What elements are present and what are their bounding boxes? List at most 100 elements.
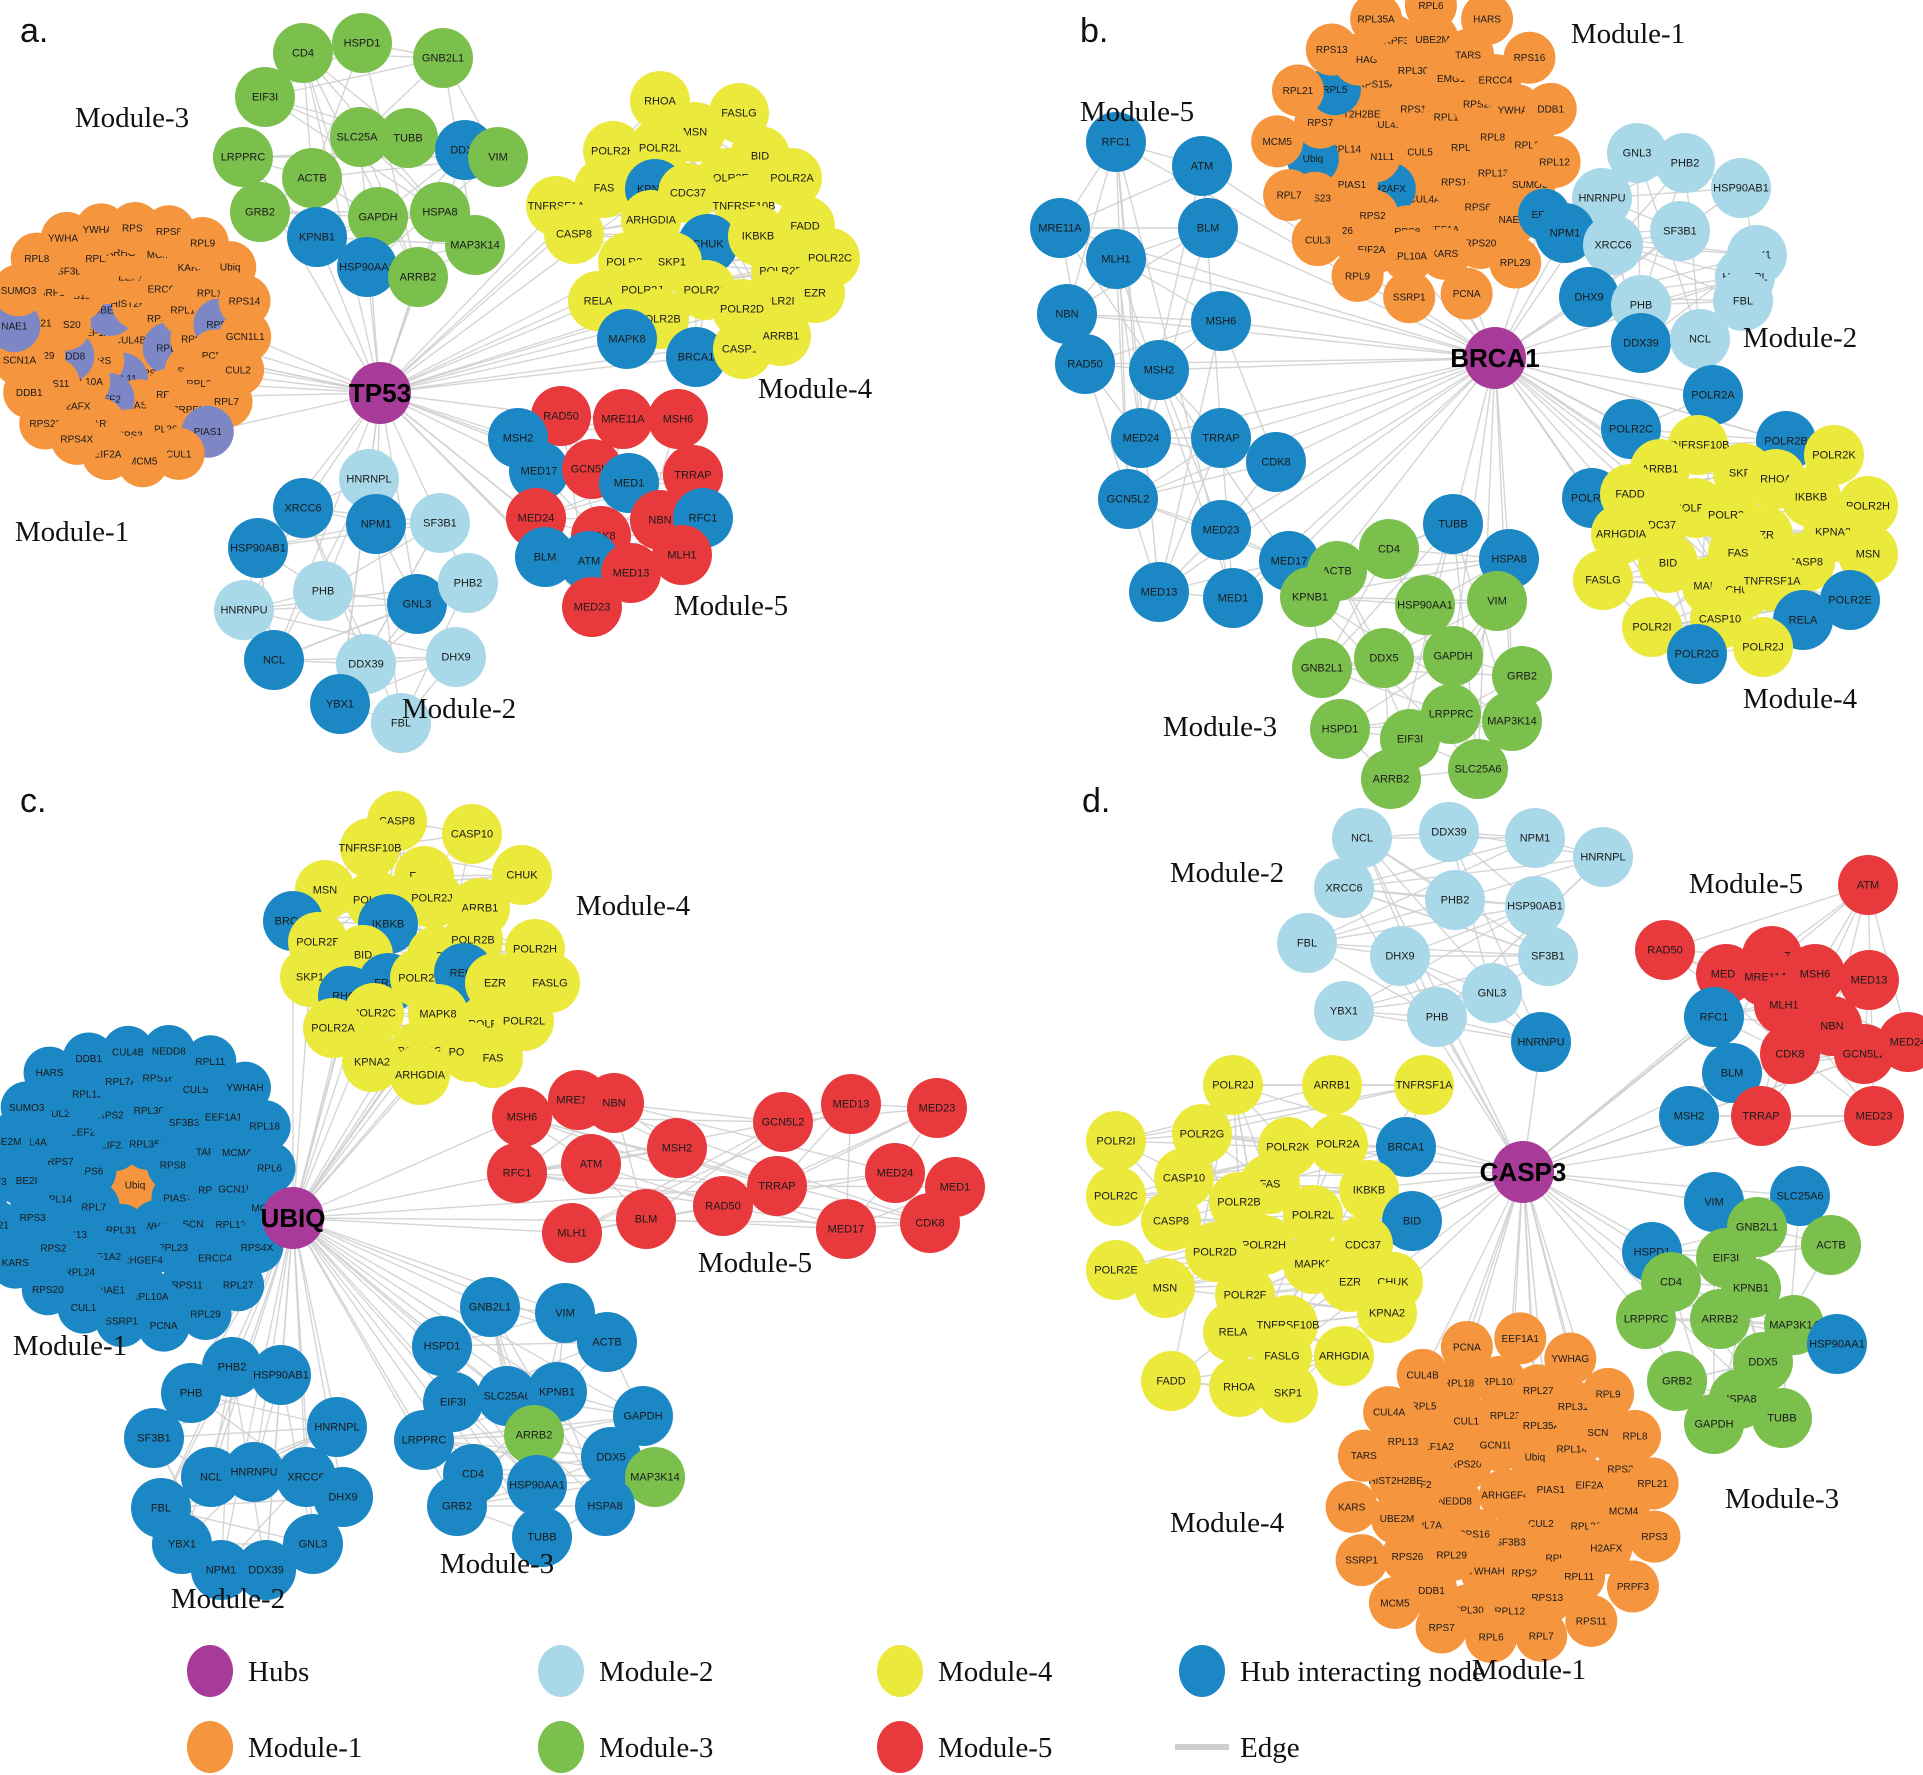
node-label: RPL13 — [170, 305, 201, 316]
network-node — [273, 23, 333, 83]
network-node — [1440, 267, 1493, 320]
node-label: FASLG — [721, 108, 756, 120]
node-label: TUBB — [393, 133, 422, 145]
node-label: RPL12 — [197, 288, 228, 299]
panel-letter: d. — [1082, 782, 1110, 820]
node-label: RPS23 — [98, 1111, 130, 1122]
legend-item-label: Module-3 — [599, 1732, 713, 1764]
network-node — [1752, 1388, 1812, 1448]
node-label: RPL29 — [1500, 258, 1531, 269]
network-node — [1368, 1576, 1421, 1629]
node-label: RPL26 — [147, 424, 178, 435]
node-label: Ubiq — [220, 263, 241, 274]
node-label: RPL27 — [1523, 1386, 1554, 1397]
network-node — [0, 1081, 53, 1134]
module-label: Module-3 — [440, 1548, 554, 1580]
network-node — [616, 1189, 676, 1249]
module-label: Module-4 — [1170, 1507, 1285, 1539]
network-node — [342, 1032, 402, 1092]
edge — [1232, 1084, 1524, 1173]
node-label: POLR2L — [639, 143, 681, 155]
network-node — [282, 148, 342, 208]
network-node — [515, 527, 575, 587]
node-label: SF3B1 — [137, 1433, 171, 1445]
edge — [1494, 357, 1510, 560]
node-label: MED13 — [1851, 975, 1888, 987]
hub-node — [1492, 1141, 1554, 1203]
node-label: RPL31 — [106, 1225, 137, 1236]
node-label: RPL13 — [1478, 169, 1509, 180]
network-node — [1129, 340, 1189, 400]
network-node — [1606, 1560, 1659, 1613]
network-node — [460, 1277, 520, 1337]
node-label: DDX39 — [1623, 338, 1658, 350]
node-label: HNRNPU — [230, 1467, 277, 1479]
node-label: RPL24 — [64, 1268, 95, 1279]
node-label: NCL — [200, 1472, 222, 1484]
network-node — [512, 1507, 572, 1567]
node-label: RHOA — [1760, 474, 1792, 486]
network-node — [1086, 1111, 1146, 1171]
node-label: HNRNPL — [346, 474, 391, 486]
node-label: RELA — [584, 296, 613, 308]
node-label: DHX9 — [1385, 951, 1414, 963]
node-label: POLR2F — [1224, 1290, 1267, 1302]
node-label: GCN5L2 — [1107, 494, 1150, 506]
network-node — [1361, 749, 1421, 809]
node-label: HSPA8 — [422, 207, 457, 219]
node-label: CUL4B — [1407, 1370, 1440, 1381]
network-node — [1234, 1215, 1294, 1275]
network-node — [1524, 82, 1577, 135]
node-label: LRPPRC — [221, 152, 266, 164]
edge — [292, 1074, 421, 1219]
network-node — [244, 630, 304, 690]
network-node — [445, 215, 505, 275]
node-label: CUL4B — [114, 336, 147, 347]
network-node — [124, 1408, 184, 1468]
node-label: RPL10A — [1390, 251, 1428, 262]
edge — [292, 1172, 518, 1219]
node-label: SF3B3 — [57, 266, 88, 277]
edge — [264, 57, 444, 98]
edge — [1306, 905, 1536, 944]
node-label: MED23 — [1203, 525, 1240, 537]
node-label: ARRB1 — [1314, 1080, 1351, 1092]
node-label: EIF3I — [1713, 1253, 1739, 1265]
network-node — [1609, 1409, 1662, 1462]
node-label: PCNA — [1453, 289, 1481, 300]
node-label: DDB1 — [1418, 1586, 1445, 1597]
network-node — [224, 1442, 284, 1502]
network-node — [1635, 920, 1695, 980]
network-node — [402, 868, 462, 928]
node-label: POLR2G — [1180, 1129, 1225, 1141]
node-label: NPM1 — [361, 519, 392, 531]
node-label: VIM — [1704, 1197, 1724, 1209]
network-node — [1423, 494, 1483, 554]
node-label: HSP90AA1 — [509, 1480, 565, 1492]
node-label: MSH6 — [663, 414, 694, 426]
network-node — [1440, 1320, 1493, 1373]
network-node — [1370, 926, 1430, 986]
edge — [1220, 357, 1496, 531]
module-label: Module-2 — [402, 693, 516, 725]
node-label: RPL7 — [1277, 191, 1302, 202]
node-label: MAPK8 — [1294, 1259, 1331, 1271]
network-node — [238, 1100, 291, 1153]
node-label: NBN — [602, 1098, 625, 1110]
node-label: KARS — [1431, 249, 1459, 260]
network-node — [1404, 0, 1457, 32]
node-label: RPS15A — [59, 291, 98, 302]
edge — [516, 1172, 724, 1207]
node-label: HIST2H2BE — [1326, 109, 1381, 120]
node-label: CASP8 — [1153, 1216, 1189, 1228]
network-node — [1331, 249, 1384, 302]
network-node — [1394, 1055, 1454, 1115]
network-node — [142, 1025, 195, 1078]
node-label: POLR2D — [1193, 1247, 1237, 1259]
edge — [379, 188, 656, 394]
node-label: NAE1 — [1499, 215, 1526, 226]
node-label: Ubiq — [1303, 154, 1324, 165]
node-label: CD4 — [462, 1469, 484, 1481]
node-label: POLR2K — [1812, 450, 1856, 462]
network-node — [1518, 926, 1578, 986]
